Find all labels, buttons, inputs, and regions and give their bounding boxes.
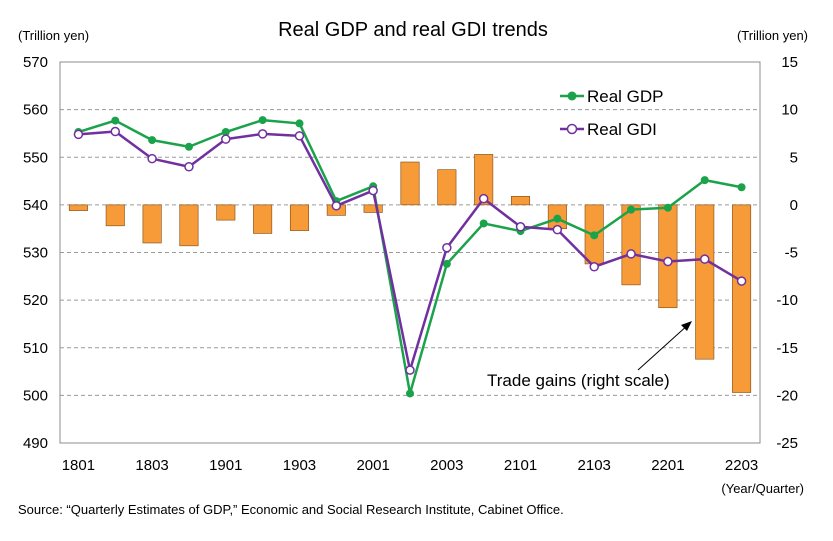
x-tick-label: 1803 [135,457,168,474]
source-note: Source: “Quarterly Estimates of GDP,” Ec… [18,502,564,517]
chart-title: Real GDP and real GDI trends [278,19,548,41]
point-real-gdp [590,231,599,240]
bar-trade-gains [142,204,162,244]
point-real-gdi [699,254,710,264]
x-tick-label: 2003 [430,457,463,474]
y-right-tick-label: -10 [776,292,798,309]
bar-trade-gains [437,169,457,206]
legend-gdp-marker [567,91,577,101]
x-tick-label: 2203 [725,457,758,474]
point-real-gdi [221,134,231,144]
y-left-tick-label: 510 [23,340,48,357]
x-tick-label: 1903 [283,457,316,474]
x-tick-label: 2201 [651,457,684,474]
y-right-tick-label: 15 [781,54,798,71]
left-axis-unit: (Trillion yen) [18,28,89,43]
point-real-gdi [663,256,673,267]
bar-trade-gains [621,204,641,286]
legend-gdp-label: Real GDP [587,87,664,106]
y-right-tick-label: 5 [790,149,798,166]
bar-trade-gains [511,196,531,206]
point-real-gdp [258,116,267,125]
point-real-gdi [147,153,157,164]
point-real-gdi [478,193,489,204]
bar-trade-gains [105,204,125,227]
legend-gdi-label: Real GDI [587,120,657,139]
x-tick-label: 1901 [209,457,242,474]
y-left-tick-label: 570 [23,54,48,71]
right-axis-unit: (Trillion yen) [737,28,808,43]
point-real-gdi [331,201,342,211]
point-real-gdp [406,389,414,398]
bar-trade-gains [474,154,494,206]
x-tick-label: 2101 [504,457,537,474]
point-real-gdi [626,249,636,259]
annotation-arrow-head [681,321,692,331]
y-right-tick-label: 0 [790,197,798,214]
bar-trade-gains [363,204,383,213]
y-left-tick-label: 500 [23,387,48,404]
point-real-gdp [442,259,451,268]
point-real-gdi [184,162,194,172]
point-real-gdp [221,128,230,137]
point-real-gdp [737,183,746,192]
x-tick-label: 2001 [356,457,389,474]
bar-trade-gains [179,204,199,247]
y-right-tick-label: -20 [776,387,798,404]
y-left-tick-label: 530 [23,245,48,262]
point-real-gdp [553,214,562,223]
legend-gdi-marker [566,123,578,135]
annotation-arrow-line [637,323,690,371]
point-real-gdp [479,219,488,228]
bar-trade-gains [253,204,273,234]
bar-trade-gains [216,204,236,221]
x-axis-unit: (Year/Quarter) [721,481,804,496]
annotation-label: Trade gains (right scale) [487,371,670,390]
bar-trade-gains [400,161,420,206]
point-real-gdi [405,365,415,375]
point-real-gdp [627,205,636,214]
x-tick-label: 1801 [62,457,95,474]
point-real-gdi [368,185,378,196]
point-real-gdi [589,262,599,272]
point-real-gdp [184,142,193,151]
y-left-tick-label: 540 [23,197,48,214]
plot-area: 490500510520530540550560570-25-20-15-10-… [23,54,798,474]
y-left-tick-label: 520 [23,292,48,309]
point-real-gdi [294,131,305,141]
point-real-gdi [110,126,121,137]
y-left-tick-label: 490 [23,435,48,452]
bar-trade-gains [68,204,88,211]
x-tick-label: 2103 [578,457,611,474]
y-left-tick-label: 560 [23,102,48,119]
y-left-tick-label: 550 [23,149,48,166]
legend: Real GDP Real GDI [560,87,664,139]
bar-trade-gains [658,204,678,309]
y-right-tick-label: 10 [781,102,798,119]
point-real-gdp [111,116,120,125]
y-right-tick-label: -5 [785,245,798,262]
y-right-tick-label: -15 [776,340,798,357]
point-real-gdp [663,203,672,212]
bar-trade-gains [289,204,309,231]
point-real-gdp [148,136,157,145]
point-real-gdp [700,176,709,185]
bar-trade-gains [695,204,715,360]
point-real-gdi [442,242,452,253]
point-real-gdi [515,222,526,232]
point-real-gdp [295,119,304,128]
trade-gains-annotation: Trade gains (right scale) [487,321,692,390]
y-right-tick-label: -25 [776,435,798,452]
point-real-gdi [552,224,563,235]
point-real-gdi [73,129,84,140]
point-real-gdi [736,276,747,286]
point-real-gdi [257,129,268,139]
bar-trade-gains [732,204,752,393]
plot-frame [59,61,761,444]
